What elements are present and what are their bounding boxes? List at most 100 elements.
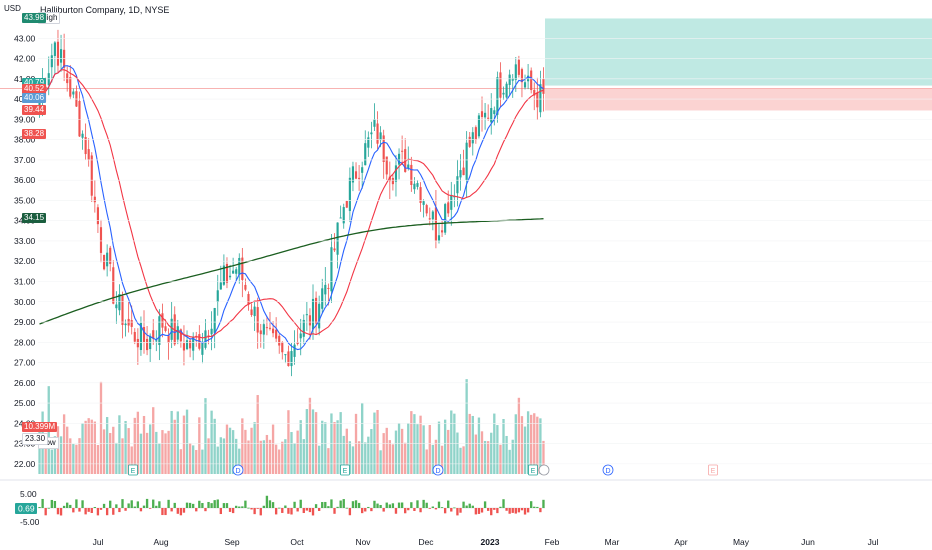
volume-bar [471, 415, 474, 474]
earnings-marker[interactable]: E [340, 464, 350, 476]
candle-body [474, 127, 477, 140]
event-label: D [605, 468, 610, 475]
candle-body [330, 247, 333, 292]
oscillator-bar [265, 495, 269, 508]
volume-bar [361, 403, 364, 474]
volume-bar [505, 435, 508, 474]
price-tag: 43.98 [22, 13, 47, 24]
oscillator-tick: -5.00 [20, 517, 40, 527]
volume-bar [299, 420, 302, 474]
volume-bar [416, 424, 419, 474]
candle-body [523, 82, 527, 88]
oscillator-bar [118, 508, 121, 513]
candle-body [81, 133, 84, 138]
volume-bar [302, 439, 305, 474]
oscillator-bar [407, 508, 410, 511]
candle-body [225, 263, 229, 283]
earnings-marker[interactable]: E [528, 464, 538, 476]
volume-bar [324, 422, 327, 474]
oscillator-bar [373, 500, 376, 508]
oscillator-bar [422, 499, 425, 508]
volume-bar [474, 434, 478, 474]
candle-body [299, 333, 302, 339]
oscillator-pane: 5.000.00-5.000.69 [0, 479, 932, 527]
volume-bar [244, 429, 247, 474]
volume-bars [38, 379, 545, 474]
oscillator-bar [308, 508, 312, 513]
dividend-marker[interactable]: D [432, 464, 444, 476]
volume-bar [133, 417, 136, 474]
volume-bar [121, 438, 124, 474]
volume-bar [262, 440, 266, 474]
candle-body [232, 270, 235, 274]
candle-body [514, 64, 517, 80]
earnings-marker[interactable]: E [128, 464, 138, 476]
candle-body [290, 351, 293, 367]
volume-bar [87, 418, 90, 474]
oscillator-bar [471, 505, 474, 508]
position-zones[interactable] [0, 18, 932, 111]
oscillator-bar [468, 503, 471, 508]
time-tick: Aug [153, 537, 168, 547]
oscillator-bar [105, 508, 109, 516]
candle-body [505, 83, 508, 98]
volume-bar [348, 441, 352, 474]
ma-fast-line [38, 65, 544, 351]
dividend-marker[interactable]: D [232, 464, 244, 476]
volume-bar [394, 430, 398, 474]
candle-body [87, 149, 90, 160]
earnings-marker[interactable]: E [708, 464, 718, 476]
volume-bar [112, 426, 115, 474]
oscillator-bar [440, 507, 444, 508]
price-tick: 38.00 [14, 135, 36, 145]
candle-body [508, 74, 511, 85]
candle-body [136, 338, 139, 348]
volume-bar [78, 438, 81, 474]
volume-bar [225, 424, 229, 474]
volume-bar [241, 418, 244, 474]
oscillator-bar [173, 502, 176, 508]
candle-body [275, 329, 278, 339]
oscillator-bar [336, 506, 339, 508]
candle-body [235, 269, 238, 274]
volume-bar [235, 438, 238, 474]
candle-body [281, 342, 284, 353]
volume-bar [53, 436, 57, 474]
volume-bar [333, 422, 336, 474]
oscillator-bar [253, 508, 256, 515]
candle-body [527, 75, 530, 82]
volume-bar [105, 417, 109, 474]
volume-bar [437, 421, 441, 474]
volume-bar [207, 438, 210, 474]
oscillator-bar [142, 505, 146, 508]
time-tick: Apr [674, 537, 687, 547]
oscillator-bar [302, 508, 305, 514]
volume-bar [213, 418, 216, 474]
candle-body [339, 217, 342, 219]
oscillator-bar [84, 508, 87, 515]
oscillator-bar [391, 503, 395, 508]
volume-bar [238, 448, 241, 474]
oscillator-bar [130, 500, 133, 508]
oscillator-bar [222, 503, 226, 508]
candle-body [367, 137, 370, 148]
volume-bar [161, 430, 164, 474]
volume-bar [526, 411, 530, 474]
candle-body [379, 132, 382, 141]
volume-bar [317, 445, 321, 474]
candle-body [437, 235, 441, 241]
oscillator-bar [483, 501, 487, 508]
dividend-marker[interactable]: D [602, 464, 614, 476]
volume-bar [284, 439, 287, 474]
volume-bar [530, 414, 533, 474]
oscillator-value-badge [15, 503, 37, 514]
oscillator-bar [321, 502, 324, 508]
volume-bar [496, 425, 499, 474]
volume-bar [342, 435, 345, 474]
oscillator-bar [486, 508, 490, 511]
candle-body [345, 200, 348, 208]
price-tick: 33.00 [14, 236, 36, 246]
oscillator-bar [127, 503, 130, 508]
